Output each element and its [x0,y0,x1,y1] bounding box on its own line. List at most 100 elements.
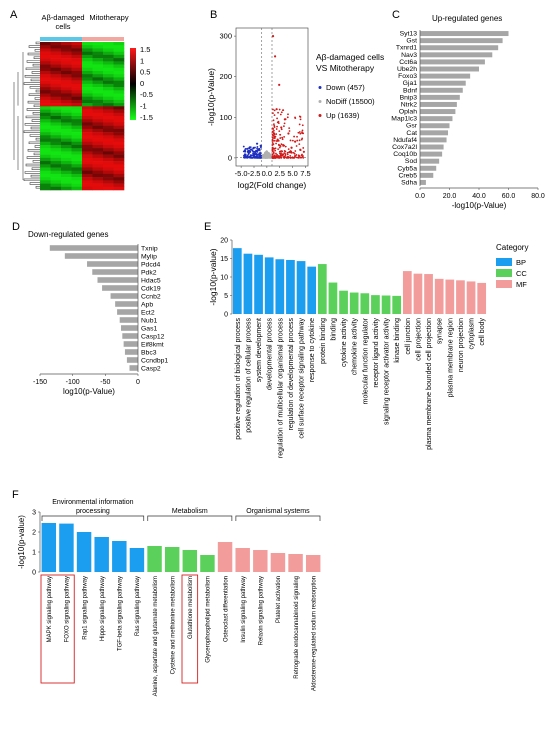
up-point [277,111,279,114]
heatmap-cell [40,64,51,69]
heatmap-cell [40,167,51,171]
up-point [296,139,299,142]
heatmap-cell [92,106,104,110]
heatmap-cell [103,58,114,62]
up-point [275,128,278,130]
heatmap-cell [113,125,125,130]
heatmap-cell [92,80,104,85]
heatmap-cell [82,157,93,162]
group-bar [40,37,82,41]
heatmap-cell [113,67,125,72]
heatmap-cell [71,128,83,133]
bar [420,109,456,115]
up-point [279,113,282,116]
heatmap-cell [61,70,72,75]
panel-label-f: F [12,489,19,501]
heatmap-cell [50,70,62,75]
heatmap-cell [113,74,125,78]
bar [121,325,138,331]
heatmap-cell [92,48,104,52]
bar [275,259,285,314]
up-point [271,138,274,141]
heatmap-cell [61,183,72,188]
heatmap-cell [82,135,93,139]
up-point [302,147,305,149]
bar [445,279,455,314]
down-point [258,156,261,159]
heatmap-cell [113,180,125,184]
group-bracket [41,515,145,521]
heatmap-cell [50,51,62,56]
panel-c-up-genes: Up-regulated genes Syt13GstTxnrd1Nav3Cct6… [391,14,545,210]
up-point [284,153,287,155]
heatmap-cell [103,116,114,120]
heatmap-cell [71,77,83,81]
x-tick-label: 5.0 [287,169,297,178]
heatmap-cell [82,45,93,49]
bar-label: Nav3 [401,52,417,59]
up-point [302,150,305,153]
heatmap-cell [103,80,114,85]
up-point [281,136,284,139]
heatmap-cell [61,99,72,104]
heatmap-cell [61,45,72,49]
heatmap-cell [113,48,125,52]
heatmap-cell [71,70,83,75]
up-point [280,156,283,159]
heatmap-cell [61,116,72,120]
heatmap-cell [50,154,62,159]
heatmap-cell [103,64,114,69]
heatmap-cell [61,67,72,72]
heatmap-cell [71,48,83,52]
bar [122,333,138,339]
bar-label: neuron projection [458,318,465,372]
bar-label: Gas1 [141,325,157,332]
heatmap-cell [103,167,114,171]
heatmap-cell [61,154,72,159]
heatmap-cell [71,122,83,126]
heatmap-cell [82,96,93,101]
down-point [249,148,252,151]
heatmap-cell [103,125,114,130]
down-point [256,147,258,150]
heatmap-cell [40,51,51,56]
bar-label: Bnip3 [400,94,418,101]
bar [420,59,485,65]
heatmap-cell [71,170,83,175]
nodiff-point [269,154,271,156]
heatmap-cell [113,177,125,181]
heatmap-cell [40,164,51,168]
y-tick-label: 100 [219,113,232,122]
heatmap-cell [61,109,72,114]
heatmap-cell [92,180,104,184]
group-label: Environmental information processing [52,499,133,515]
bar-label: Cysteine and methionine metabolism [170,576,176,674]
heatmap-cell [82,99,93,104]
heatmap-cell [92,64,104,69]
heatmap-cell [71,180,83,184]
up-point [291,156,294,159]
bar [200,555,215,572]
bar-label: Ube2h [397,66,417,73]
bar [339,290,348,314]
panel-label-b: B [210,9,217,21]
heatmap-cell [103,180,114,184]
up-point [273,109,276,112]
heatmap-cell [40,144,51,149]
bar-label: cytokine activity [341,318,348,368]
bar-label: FOXO signaling pathway [65,576,71,642]
heatmap-cell [50,109,62,114]
heatmap-cell [71,80,83,85]
up-point [275,142,277,145]
heatmap-cell [61,167,72,171]
heatmap-cell [92,186,104,191]
up-point [279,137,282,139]
legend-swatch [318,86,322,89]
up-point [301,124,304,127]
heatmap-cell [103,157,114,162]
down-point [257,156,260,158]
heatmap-cell [92,109,104,114]
down-point [253,150,255,153]
heatmap-cell [113,64,125,69]
heatmap-cell [92,87,104,91]
